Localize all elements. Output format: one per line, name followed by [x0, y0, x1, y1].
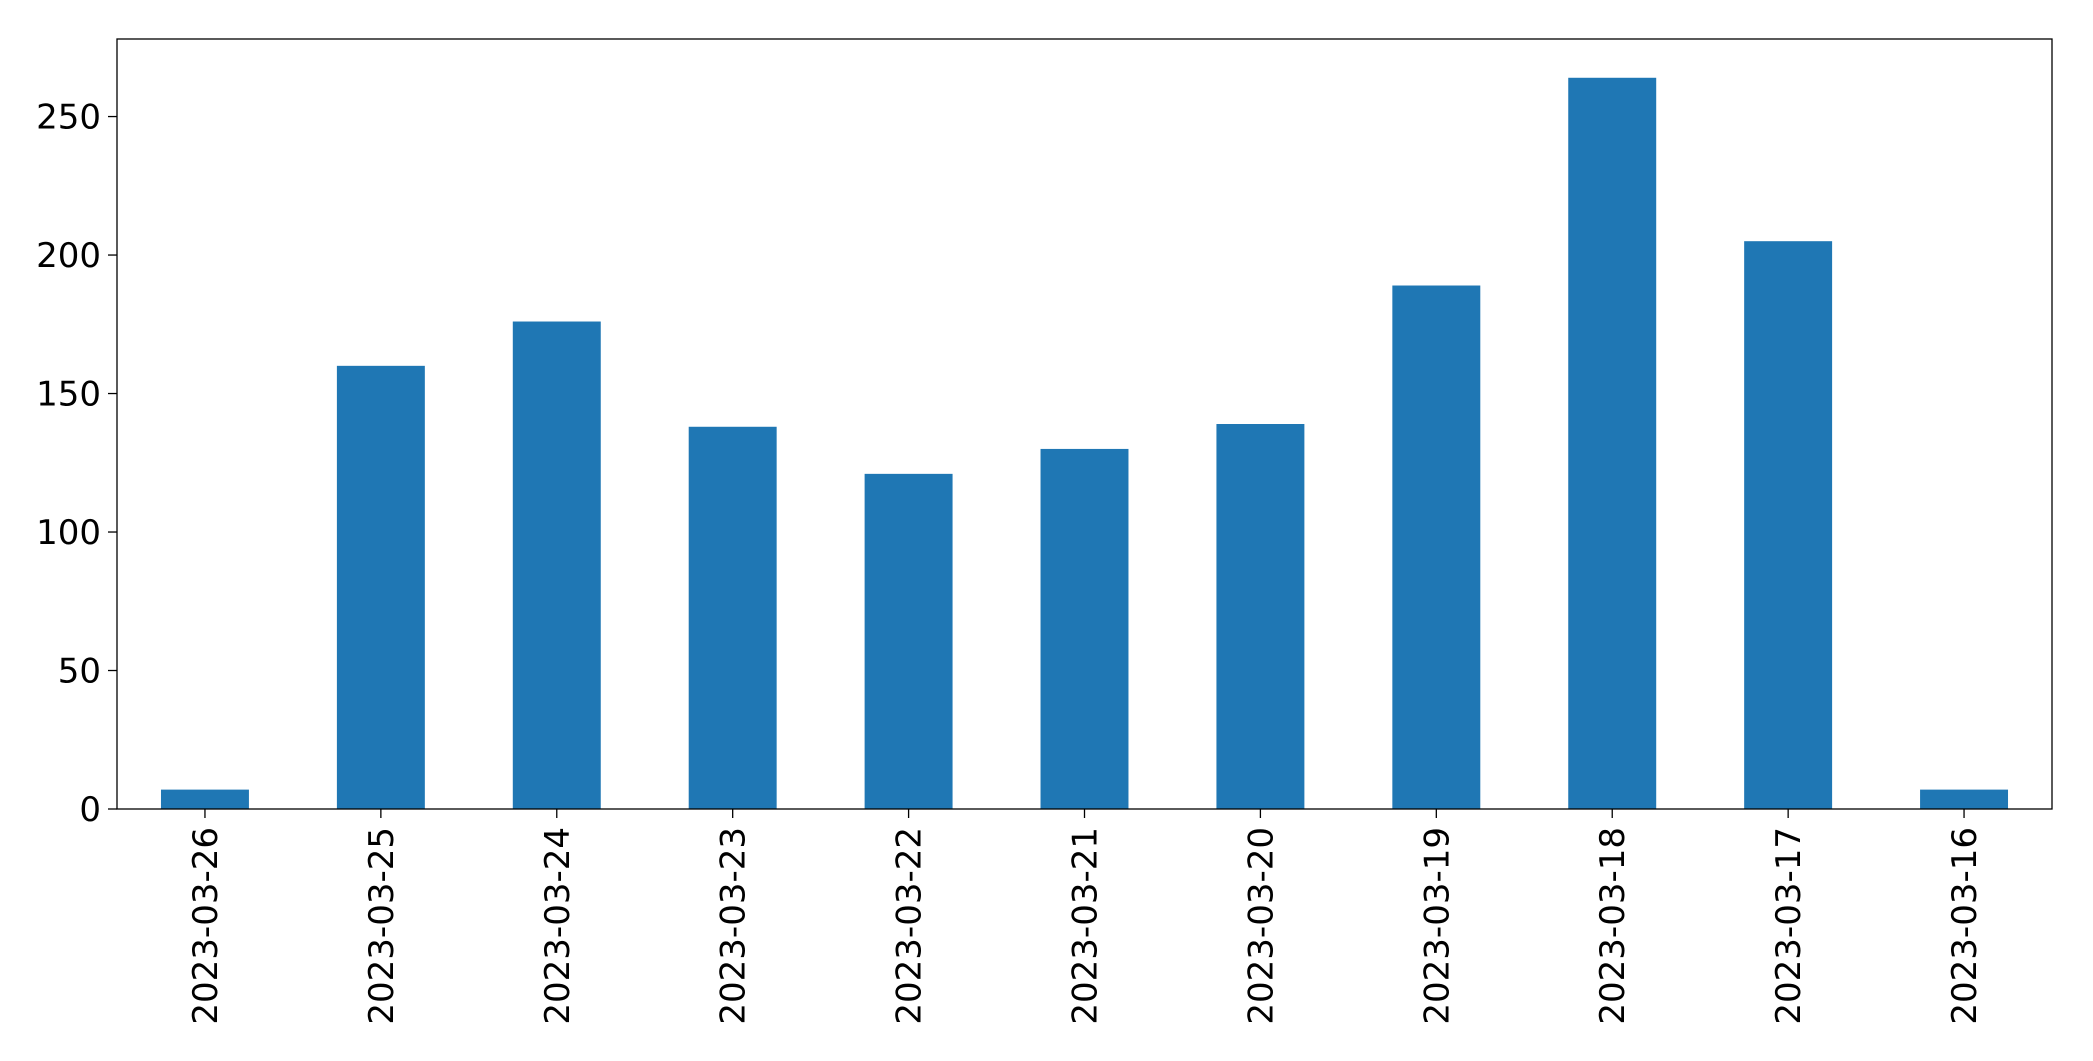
x-tick-label: 2023-03-16: [1945, 827, 1985, 1025]
bar: [864, 473, 953, 809]
bar: [1216, 424, 1305, 809]
x-tick-label: 2023-03-23: [714, 827, 754, 1025]
bar: [512, 321, 601, 809]
x-tick-label: 2023-03-17: [1769, 827, 1809, 1025]
bar: [160, 789, 249, 809]
y-tick-label: 50: [58, 652, 101, 692]
bar: [688, 426, 777, 809]
y-tick-label: 200: [36, 236, 101, 276]
x-tick-label: 2023-03-21: [1066, 827, 1106, 1025]
x-tick-label: 2023-03-18: [1593, 827, 1633, 1025]
plot-area: [160, 77, 2009, 810]
bar: [1040, 448, 1129, 809]
x-tick-label: 2023-03-24: [538, 827, 578, 1025]
x-tick-label: 2023-03-20: [1241, 827, 1281, 1025]
y-tick-label: 100: [36, 513, 101, 553]
y-tick-label: 0: [79, 790, 101, 830]
bar: [1744, 241, 1833, 810]
bar: [1568, 77, 1657, 809]
y-tick-label: 150: [36, 375, 101, 415]
x-tick-label: 2023-03-22: [890, 827, 930, 1025]
bar: [1392, 285, 1481, 809]
x-tick-label: 2023-03-25: [362, 827, 402, 1025]
x-tick-label: 2023-03-26: [186, 827, 226, 1025]
y-tick-label: 250: [36, 98, 101, 138]
x-tick-label: 2023-03-19: [1417, 827, 1457, 1025]
bar: [1920, 789, 2009, 809]
bar: [336, 365, 425, 809]
